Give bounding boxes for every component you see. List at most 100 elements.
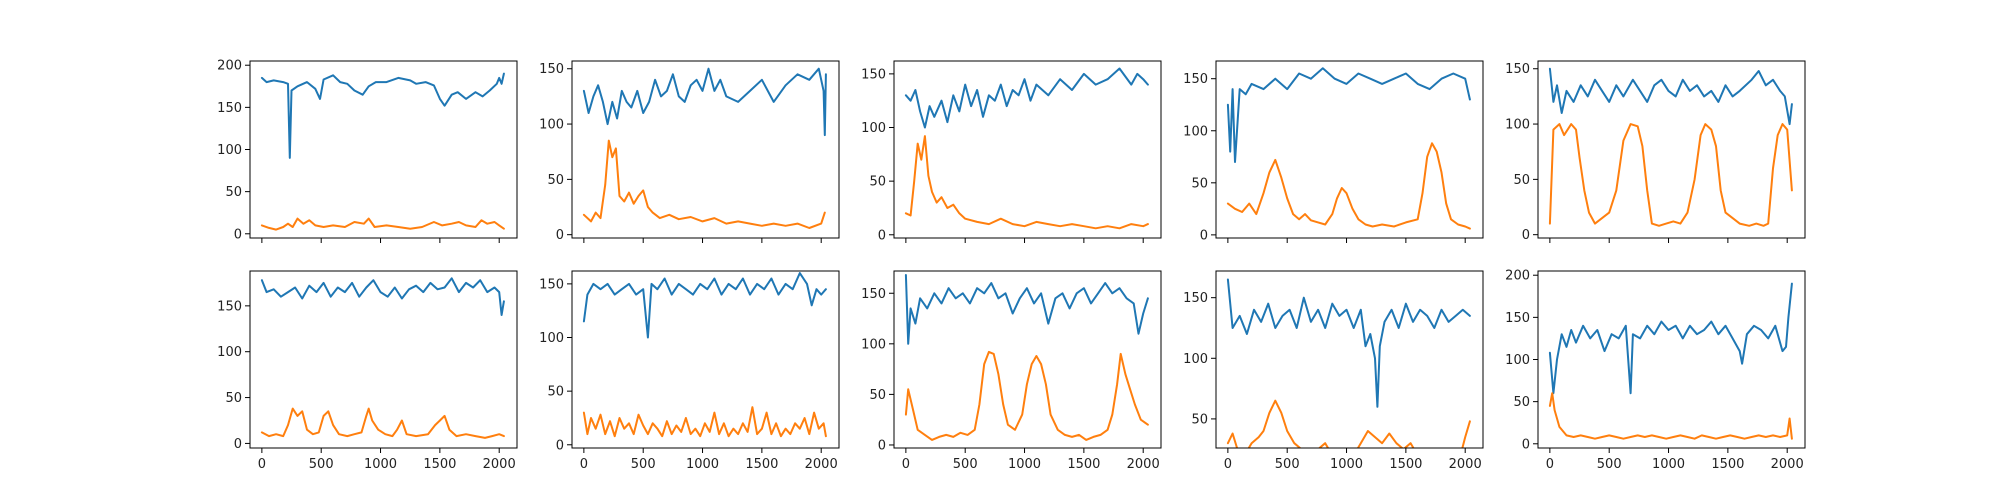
y-tick-label: 0 <box>234 437 242 452</box>
y-tick-label: 200 <box>217 59 242 74</box>
x-tick-label: 1500 <box>1389 457 1422 472</box>
series-line-2 <box>1548 123 1793 227</box>
x-tick-label: 1000 <box>686 457 719 472</box>
x-tick-label: 2000 <box>805 457 838 472</box>
y-tick-label: 100 <box>1505 118 1530 133</box>
x-tick-label: 0 <box>1224 457 1232 472</box>
y-tick-label: 150 <box>1183 291 1208 306</box>
y-tick-label: 200 <box>1505 269 1530 284</box>
x-tick-label: 1000 <box>1008 457 1041 472</box>
axes-frame <box>571 270 840 449</box>
y-tick-label: 50 <box>1191 176 1208 191</box>
series-line-2 <box>904 135 1149 230</box>
y-tick-label: 0 <box>556 438 564 453</box>
y-tick-label: 50 <box>869 175 886 190</box>
x-tick-label: 2000 <box>1449 457 1482 472</box>
series-line-2 <box>260 217 505 231</box>
x-tick-label: 500 <box>309 457 334 472</box>
y-tick-label: 50 <box>547 385 564 400</box>
x-tick-label: 1500 <box>1067 457 1100 472</box>
x-tick-label: 1000 <box>1652 457 1685 472</box>
y-tick-label: 100 <box>1183 352 1208 367</box>
x-tick-label: 2000 <box>1127 457 1160 472</box>
series-line-2 <box>1226 142 1471 230</box>
series-line-1 <box>1548 282 1793 395</box>
y-tick-label: 150 <box>217 101 242 116</box>
x-tick-label: 0 <box>1546 457 1554 472</box>
series-line-1 <box>260 277 505 316</box>
series-line-2 <box>582 406 827 438</box>
x-tick-label: 500 <box>953 457 978 472</box>
x-tick-label: 0 <box>258 457 266 472</box>
axes-frame <box>571 60 840 239</box>
axes-frame <box>893 60 1162 239</box>
y-tick-label: 0 <box>1522 437 1530 452</box>
y-tick-label: 150 <box>539 277 564 292</box>
subplot-3: 0 50 100 150 <box>861 60 1162 243</box>
series-line-1 <box>1548 67 1793 126</box>
series-line-2 <box>1548 392 1793 440</box>
series-line-1 <box>904 67 1149 129</box>
y-tick-label: 0 <box>1522 228 1530 243</box>
y-tick-label: 50 <box>547 173 564 188</box>
y-tick-label: 50 <box>869 388 886 403</box>
subplot-1: 0 50 100 150 200 <box>217 59 518 243</box>
series-line-1 <box>1226 67 1471 163</box>
y-tick-label: 150 <box>1183 72 1208 87</box>
y-tick-label: 0 <box>1200 228 1208 243</box>
y-tick-label: 100 <box>861 121 886 136</box>
series-line-2 <box>904 350 1149 441</box>
x-tick-label: 0 <box>580 457 588 472</box>
series-line-1 <box>260 72 505 159</box>
y-tick-label: 50 <box>1513 395 1530 410</box>
x-tick-label: 1500 <box>745 457 778 472</box>
y-tick-label: 0 <box>878 228 886 243</box>
x-tick-label: 2000 <box>1771 457 1804 472</box>
y-tick-label: 100 <box>539 331 564 346</box>
y-tick-label: 50 <box>225 185 242 200</box>
series-line-2 <box>582 139 826 229</box>
subplot-5: 0 50 100 150 <box>1505 60 1806 243</box>
series-line-1 <box>904 274 1149 345</box>
series-line-1 <box>1226 278 1471 408</box>
y-tick-label: 100 <box>217 345 242 360</box>
y-tick-label: 100 <box>539 118 564 133</box>
y-tick-label: 100 <box>861 337 886 352</box>
y-tick-label: 50 <box>1191 412 1208 427</box>
x-tick-label: 500 <box>1275 457 1300 472</box>
subplot-2: 0 50 100 150 <box>539 60 840 243</box>
y-tick-label: 150 <box>861 67 886 82</box>
y-tick-label: 50 <box>1513 173 1530 188</box>
y-tick-label: 150 <box>1505 62 1530 77</box>
y-tick-label: 150 <box>1505 311 1530 326</box>
y-tick-label: 100 <box>1505 353 1530 368</box>
axes-frame <box>893 270 1162 449</box>
y-tick-label: 150 <box>217 299 242 314</box>
series-line-2 <box>1226 399 1471 448</box>
y-tick-label: 150 <box>861 287 886 302</box>
axes-frame <box>1215 270 1484 449</box>
axes-frame <box>1537 60 1806 239</box>
x-tick-label: 0 <box>902 457 910 472</box>
y-tick-label: 0 <box>878 438 886 453</box>
y-tick-label: 150 <box>539 62 564 77</box>
x-tick-label: 1500 <box>423 457 456 472</box>
x-tick-label: 1500 <box>1711 457 1744 472</box>
y-tick-label: 100 <box>217 143 242 158</box>
y-tick-label: 0 <box>234 227 242 242</box>
x-tick-label: 500 <box>631 457 656 472</box>
series-line-2 <box>260 407 505 439</box>
series-line-1 <box>582 272 827 339</box>
axes-frame <box>249 270 518 449</box>
series-line-1 <box>582 67 827 137</box>
axes-frame <box>1215 60 1484 239</box>
x-tick-label: 1000 <box>364 457 397 472</box>
x-tick-label: 1000 <box>1330 457 1363 472</box>
x-tick-label: 500 <box>1597 457 1622 472</box>
x-tick-label: 2000 <box>483 457 516 472</box>
